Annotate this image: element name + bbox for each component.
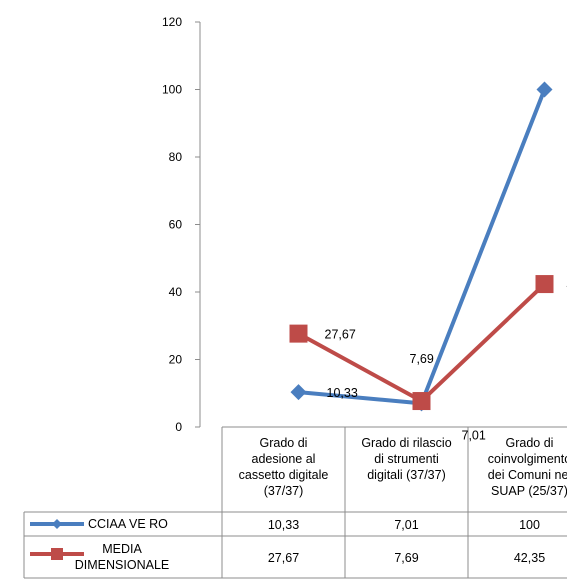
- series-line: [297, 282, 546, 404]
- legend-marker: [52, 519, 62, 529]
- category-label: digitali (37/37): [367, 468, 446, 482]
- data-point: [536, 81, 553, 98]
- category-label: adesione al: [252, 452, 316, 466]
- y-tick-label: 40: [169, 285, 183, 299]
- legend-marker: [51, 548, 63, 560]
- data-point: [290, 384, 307, 401]
- category-label: cassetto digitale: [239, 468, 329, 482]
- category-label: (37/37): [264, 484, 304, 498]
- data-label: 27,67: [325, 328, 356, 342]
- table-value: 7,69: [394, 551, 418, 565]
- category-label: Grado di: [260, 436, 308, 450]
- data-point: [412, 392, 431, 411]
- series-name: MEDIA: [102, 542, 142, 556]
- category-label: coinvolgimento: [488, 452, 567, 466]
- data-label: 7,01: [462, 428, 486, 442]
- category-label: Grado di: [506, 436, 554, 450]
- data-point: [289, 324, 308, 343]
- data-label: 10,33: [327, 386, 358, 400]
- category-label: SUAP (25/37): [491, 484, 567, 498]
- table-value: 42,35: [514, 551, 545, 565]
- series-name: DIMENSIONALE: [75, 558, 169, 572]
- data-label: 7,69: [410, 352, 434, 366]
- category-label: Grado di rilascio: [361, 436, 451, 450]
- y-tick-label: 100: [162, 83, 182, 97]
- table-value: 10,33: [268, 518, 299, 532]
- data-point: [535, 275, 554, 294]
- category-label: di strumenti: [374, 452, 439, 466]
- y-tick-label: 60: [169, 218, 183, 232]
- y-tick-label: 20: [169, 353, 183, 367]
- y-tick-label: 80: [169, 150, 183, 164]
- y-tick-label: 0: [175, 420, 182, 434]
- series-name: CCIAA VE RO: [88, 517, 168, 531]
- table-value: 7,01: [394, 518, 418, 532]
- table-value: 27,67: [268, 551, 299, 565]
- y-tick-label: 120: [162, 15, 182, 29]
- table-value: 100: [519, 518, 540, 532]
- category-label: dei Comuni nel: [488, 468, 567, 482]
